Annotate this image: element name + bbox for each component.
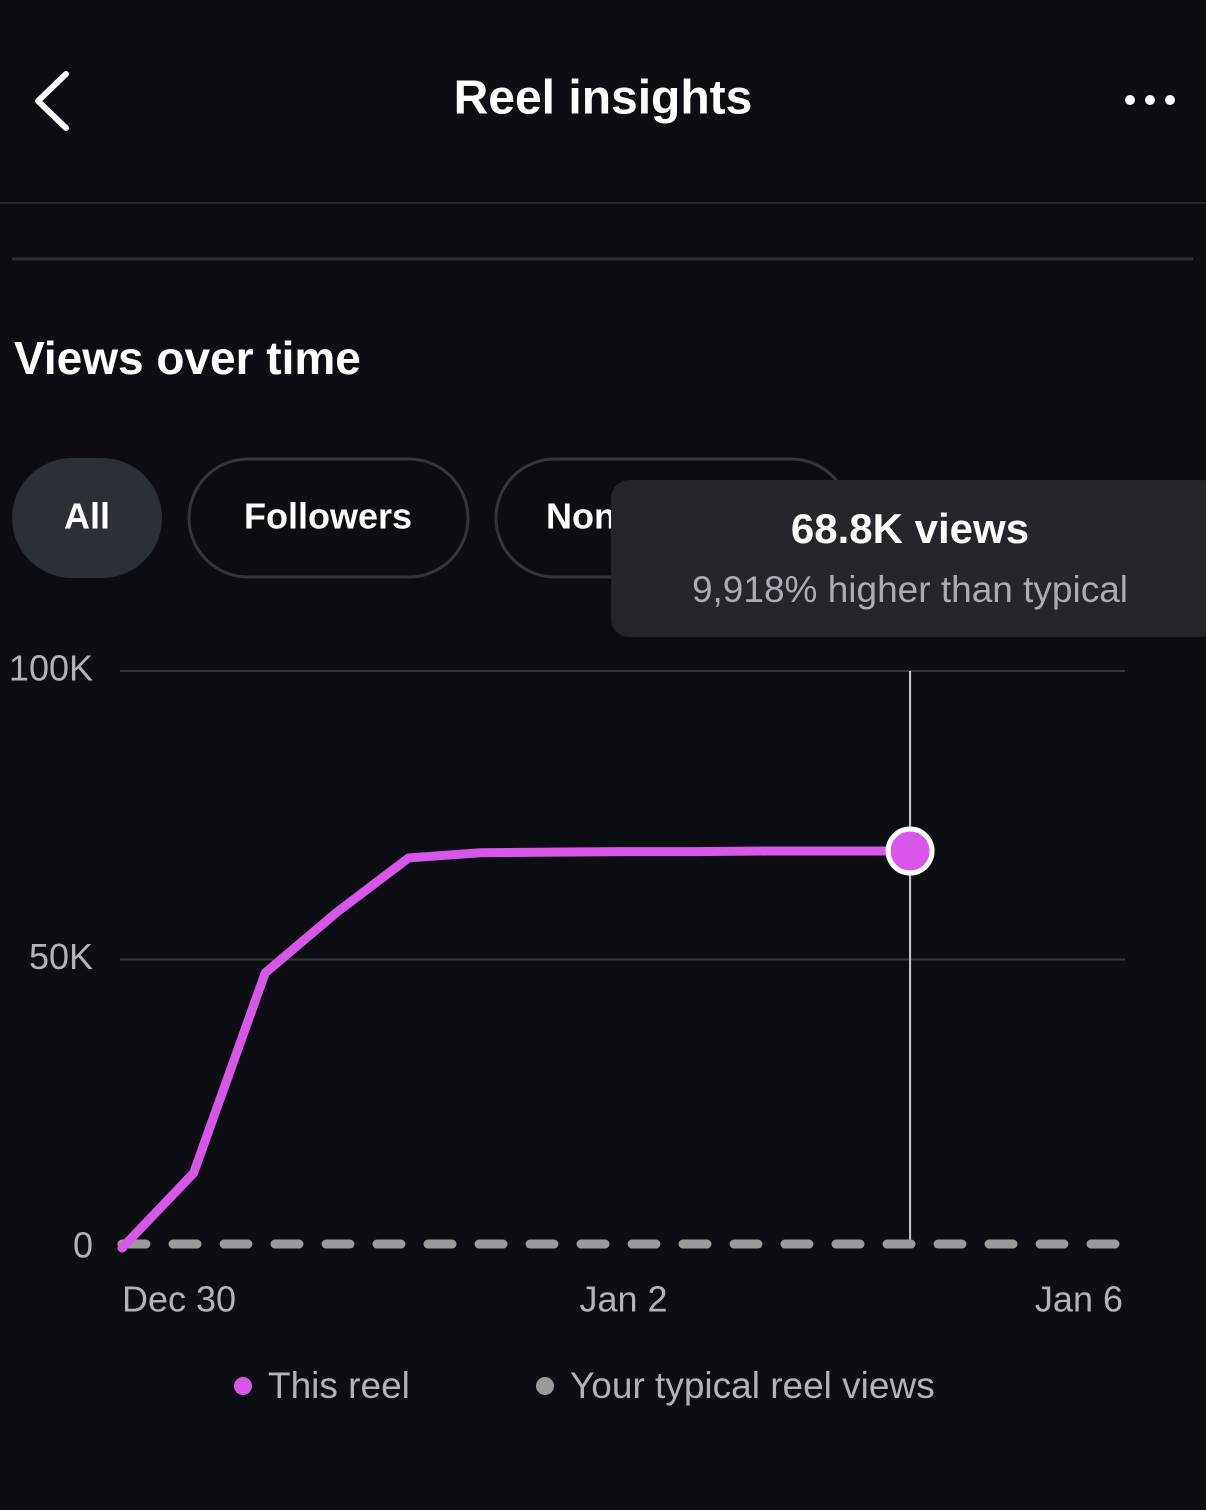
filter-label: All bbox=[64, 496, 110, 537]
back-button[interactable] bbox=[35, 71, 69, 131]
filter-pill[interactable] bbox=[187, 457, 470, 579]
x-tick-label: Jan 6 bbox=[1035, 1279, 1123, 1320]
y-tick-label: 50K bbox=[29, 936, 93, 977]
legend-swatch bbox=[234, 1377, 252, 1395]
series-line bbox=[117, 846, 915, 1253]
more-button[interactable] bbox=[1125, 95, 1175, 105]
x-tick-label: Dec 30 bbox=[122, 1279, 236, 1320]
legend-swatch bbox=[536, 1377, 554, 1395]
x-tick-label: Jan 2 bbox=[579, 1279, 667, 1320]
page-title: Reel insights bbox=[454, 72, 753, 125]
chart: 0 50K 100K Dec 30 Jan 2 Jan 6 This reel Your ty… bbox=[9, 648, 1130, 1406]
legend-label: Your typical reel views bbox=[570, 1365, 935, 1406]
filter-label: Followers bbox=[244, 496, 412, 537]
selected-point bbox=[885, 826, 935, 876]
tooltip-subtitle: 9,918% higher than typical bbox=[692, 569, 1128, 610]
tooltip-title: 68.8K views bbox=[791, 505, 1029, 552]
legend-label: This reel bbox=[268, 1365, 410, 1406]
section-title: Views over time bbox=[14, 332, 361, 384]
y-tick-label: 0 bbox=[73, 1225, 93, 1266]
y-tick-label: 100K bbox=[9, 648, 93, 689]
filter-pill[interactable] bbox=[12, 458, 162, 578]
tooltip bbox=[611, 480, 1206, 637]
